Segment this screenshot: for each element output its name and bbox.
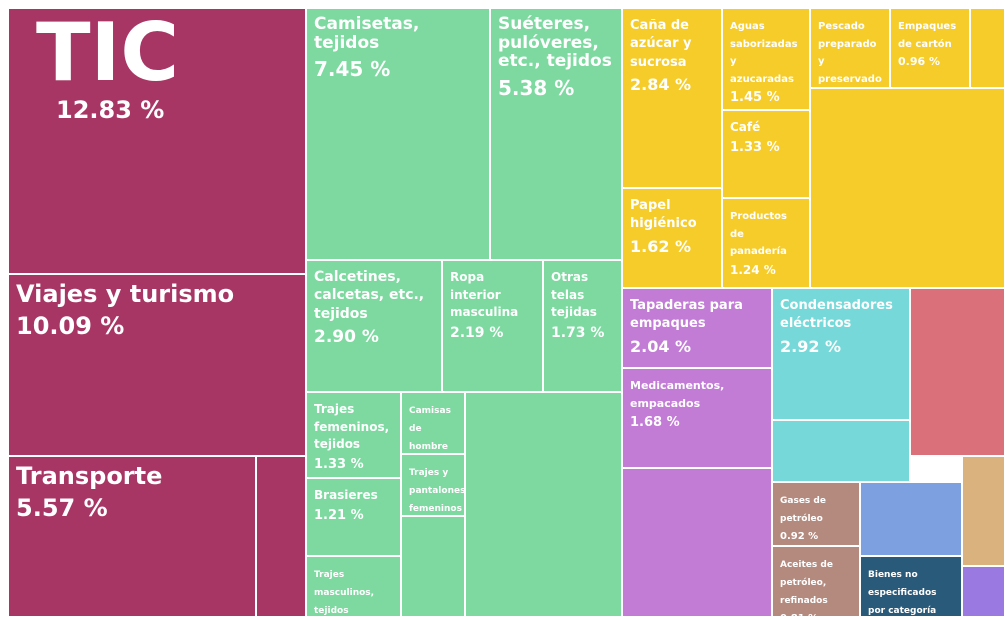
filler [401, 516, 465, 617]
tile-label: Aceites de petróleo, refinados [780, 560, 833, 606]
tile: Condensadores eléctricos 2.92 % [772, 288, 910, 420]
tile-label: Viajes y turismo [16, 280, 235, 308]
filler [622, 468, 772, 617]
tile-label: Otras telas tejidas [551, 270, 597, 320]
filler [772, 420, 910, 482]
value-label: 5.38 % [498, 76, 575, 101]
tile-label: Camisetas, tejidos [314, 14, 420, 53]
value-label: 2.19 % [450, 324, 504, 341]
tile-label: Productos de panadería [730, 211, 787, 258]
tile-label: Trajes femeninos, tejidos [314, 402, 390, 452]
value-label: 1.68 % [630, 415, 680, 431]
tile-label: Condensadores eléctricos [780, 298, 893, 332]
tile: Suéteres, pulóveres, etc., tejidos 5.38 % [490, 8, 622, 260]
tile-label: Gases de petróleo [780, 496, 826, 524]
tile: Pescado preparado y preservado1.01 % [810, 8, 890, 88]
tile-label: Transporte [16, 462, 163, 490]
tile: TIC 12.83 % [8, 8, 306, 274]
tile-label: Empaques de cartón [898, 21, 957, 50]
tile-label: Ropa interior masculina [450, 270, 519, 320]
filler [256, 456, 306, 617]
value-label: 2.90 % [314, 327, 379, 348]
value-label: 2.92 % [780, 336, 842, 356]
tile: Transporte 5.57 % [8, 456, 256, 617]
tile-label: Café [730, 120, 761, 134]
tile: Papel higiénico 1.62 % [622, 188, 722, 288]
tile-label: Aguas saborizadas y azucaradas [730, 21, 798, 85]
tile-label: Trajes masculinos, tejidos [314, 570, 375, 616]
value-label: 0.81 % [780, 613, 852, 616]
value-label: 12.83 % [56, 96, 165, 124]
value-label: 0.96 % [898, 55, 940, 69]
tile: Camisetas, tejidos 7.45 % [306, 8, 490, 260]
value-label: 10.09 % [16, 312, 125, 341]
tile: Empaques de cartón 0.96 % [890, 8, 970, 88]
tile-label: Pescado preparado y preservado [818, 21, 882, 85]
tile: Caña de azúcar y sucrosa 2.84 % [622, 8, 722, 188]
tile: Aguas saborizadas y azucaradas 1.45 % [722, 8, 810, 110]
value-label: 0.92 % [780, 530, 819, 542]
value-label: 7.45 % [314, 57, 391, 82]
tile-label: Camisas de hombre [409, 406, 451, 452]
filler [970, 8, 1005, 88]
filler [810, 88, 1005, 288]
tile-label: Calcetines, calcetas, etc., tejidos [314, 269, 425, 322]
tile-label: Brasieres [314, 488, 378, 502]
tile: Productos de panadería 1.24 % [722, 198, 810, 288]
tile: Brasieres 1.21 % [306, 478, 401, 556]
filler [962, 566, 1005, 617]
tile: Calcetines, calcetas, etc., tejidos 2.90 … [306, 260, 442, 392]
tile: Café 1.33 % [722, 110, 810, 198]
value-label: 2.84 % [630, 74, 692, 94]
tile: Gases de petróleo 0.92 % [772, 482, 860, 546]
filler [962, 456, 1005, 566]
tile-label: Trajes y pantalones femeninos [409, 468, 465, 514]
tile: Aceites de petróleo, refinados 0.81 % [772, 546, 860, 617]
value-label: 1.33 % [730, 139, 780, 155]
tile: Tapaderas para empaques 2.04 % [622, 288, 772, 368]
value-label: 1.21 % [314, 507, 364, 523]
tile-label: Tapaderas para empaques [630, 298, 743, 332]
value-label: 1.62 % [630, 236, 692, 256]
tile-label: TIC [36, 8, 180, 99]
tile-label: Suéteres, pulóveres, etc., tejidos [498, 14, 612, 72]
tile: Camisas de hombre0.68 % [401, 392, 465, 454]
tile-label: Papel higiénico [630, 198, 697, 232]
tile-label: Medicamentos, empacados [630, 379, 725, 410]
tile: Otras telas tejidas 1.73 % [543, 260, 622, 392]
filler [465, 392, 622, 617]
tile-label: Caña de azúcar y sucrosa [630, 18, 692, 70]
value-label: 1.33 % [314, 456, 364, 472]
value-label: 1.45 % [730, 90, 780, 106]
tile: Ropa interior masculina 2.19 % [442, 260, 543, 392]
filler [910, 288, 1005, 456]
value-label: 5.57 % [16, 494, 108, 523]
tile: Viajes y turismo 10.09 % [8, 274, 306, 456]
tile: Medicamentos, empacados 1.68 % [622, 368, 772, 468]
value-label: 1.73 % [551, 324, 605, 341]
tile-label: Bienes no especificados por categoría [868, 570, 937, 616]
filler [860, 482, 962, 556]
tile: Trajes femeninos, tejidos 1.33 % [306, 392, 401, 478]
value-label: 1.24 % [730, 262, 776, 277]
tile: Bienes no especificados por categoría1.1… [860, 556, 962, 617]
tile: Trajes y pantalones femeninos0.60 % [401, 454, 465, 516]
value-label: 2.04 % [630, 336, 692, 356]
